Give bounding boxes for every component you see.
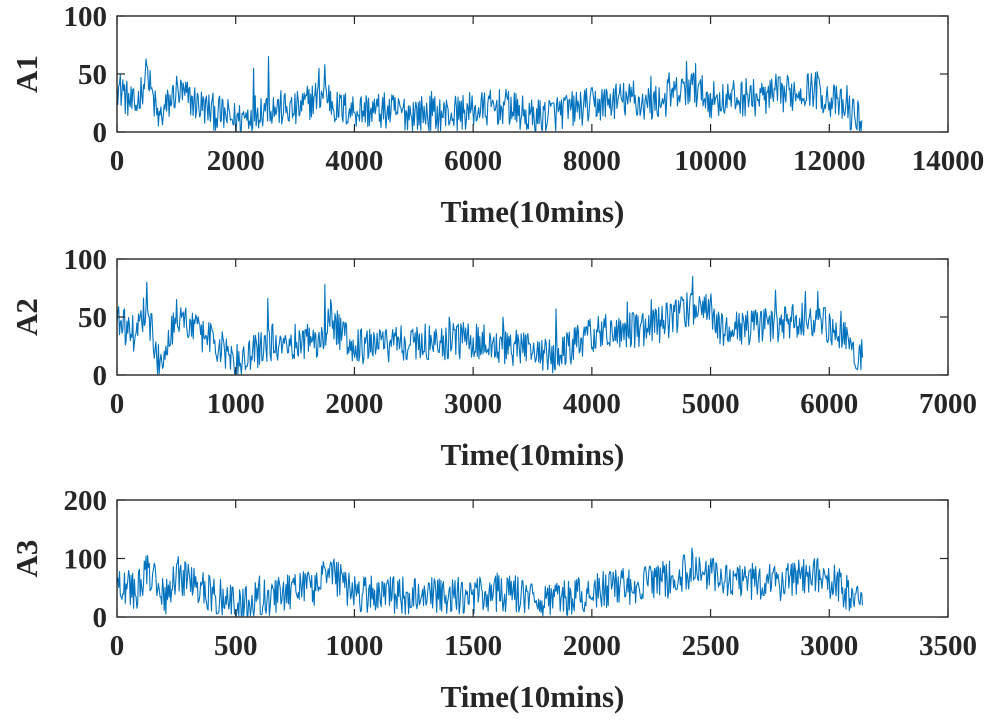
y-tick-label: 200 — [64, 485, 108, 517]
y-axis-label: A2 — [9, 298, 44, 336]
x-tick-label: 3000 — [444, 388, 502, 420]
x-tick-label: 3000 — [800, 630, 858, 662]
x-tick-label: 4000 — [563, 388, 621, 420]
y-tick-label: 100 — [64, 544, 108, 576]
series-line-A1 — [117, 56, 863, 132]
x-tick-label: 1500 — [444, 630, 502, 662]
y-tick-label: 0 — [93, 360, 108, 392]
x-tick-label: 5000 — [682, 388, 740, 420]
x-axis-label: Time(10mins) — [441, 437, 625, 472]
x-tick-label: 7000 — [919, 388, 977, 420]
x-tick-label: 6000 — [444, 145, 502, 177]
y-tick-label: 0 — [93, 117, 108, 149]
x-tick-label: 2000 — [207, 145, 265, 177]
x-tick-label: 2500 — [682, 630, 740, 662]
x-tick-label: 500 — [214, 630, 258, 662]
y-tick-label: 100 — [64, 244, 108, 276]
x-tick-label: 3500 — [919, 630, 977, 662]
x-tick-label: 12000 — [793, 145, 866, 177]
x-tick-label: 4000 — [325, 145, 383, 177]
y-axis-label: A1 — [9, 55, 44, 93]
y-tick-label: 50 — [78, 302, 107, 334]
chart-panel-3: 0 500 1000 1500 2000 2500 3000 3500 0 100 200 Time(… — [9, 485, 977, 714]
x-tick-label: 14000 — [912, 145, 985, 177]
y-tick-label: 0 — [93, 602, 108, 634]
x-tick-label: 0 — [110, 145, 125, 177]
y-axis-label: A3 — [9, 540, 44, 578]
x-axis-label: Time(10mins) — [441, 679, 625, 714]
series-line-A3 — [117, 547, 864, 617]
chart-panel-2: 0 1000 2000 3000 4000 5000 6000 7000 0 50 100 Time(… — [9, 244, 977, 472]
x-tick-label: 10000 — [674, 145, 747, 177]
x-tick-label: 8000 — [563, 145, 621, 177]
series-line-A2 — [117, 275, 864, 375]
y-tick-label: 50 — [78, 59, 107, 91]
x-tick-label: 0 — [110, 630, 125, 662]
x-tick-label: 2000 — [563, 630, 621, 662]
y-tick-label: 100 — [64, 1, 108, 33]
axes-box — [116, 499, 949, 618]
x-tick-label: 1000 — [325, 630, 383, 662]
x-axis-label: Time(10mins) — [441, 194, 625, 229]
x-tick-label: 2000 — [325, 388, 383, 420]
x-tick-label: 1000 — [207, 388, 265, 420]
x-tick-label: 6000 — [800, 388, 858, 420]
x-tick-label: 0 — [110, 388, 125, 420]
chart-panel-1: 0 2000 4000 6000 8000 10000 12000 14000 0 50 100 Ti… — [9, 1, 984, 229]
